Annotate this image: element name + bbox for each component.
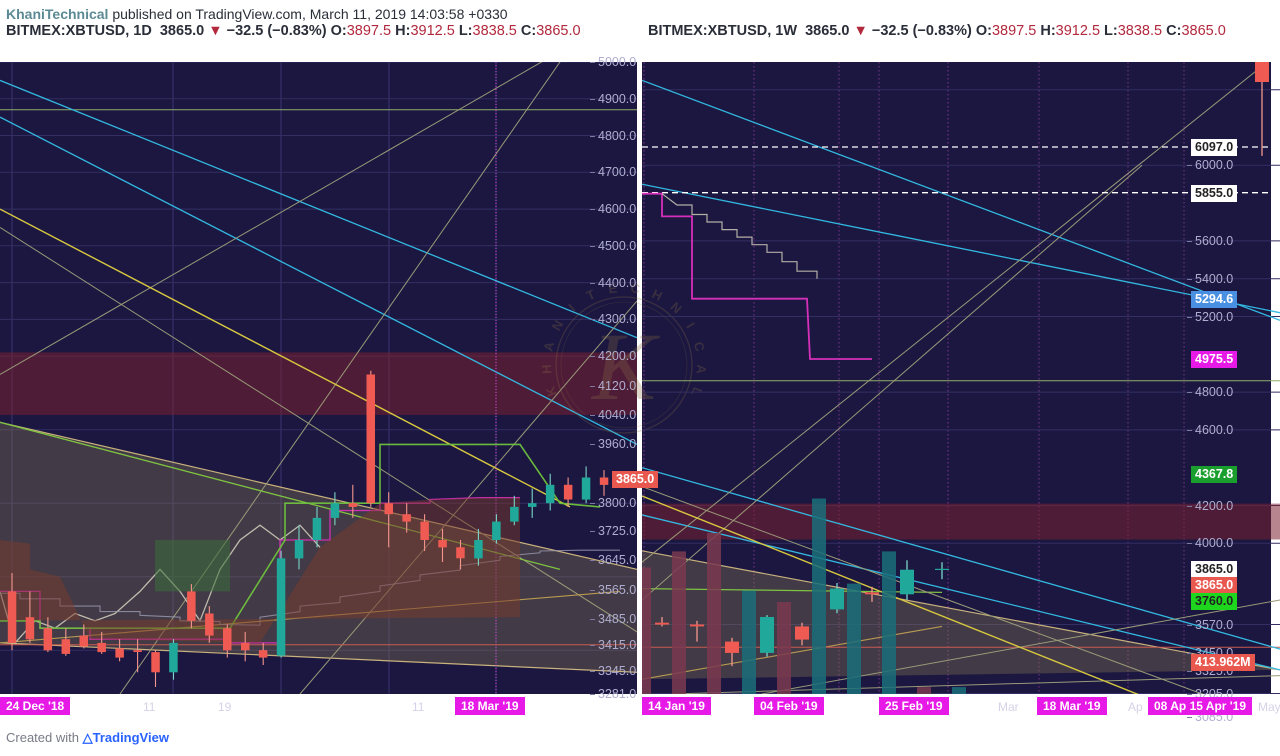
svg-text:I: I [565,301,578,315]
svg-text:N: N [549,318,567,334]
svg-text:A: A [540,339,557,352]
svg-text:K: K [542,384,560,399]
svg-text:H: H [539,364,554,374]
svg-text:T: T [584,286,598,303]
